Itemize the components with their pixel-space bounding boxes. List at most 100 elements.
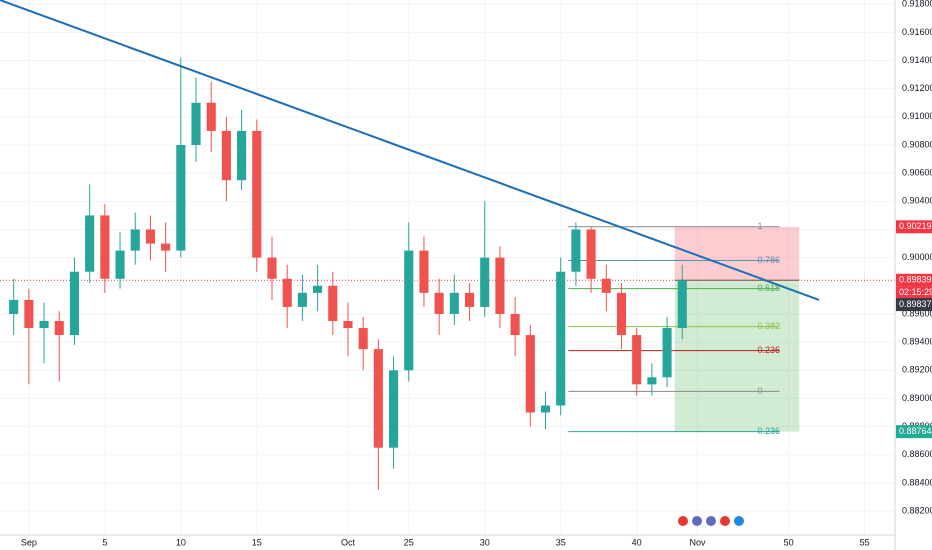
fib-label: 0.786 [758, 255, 781, 265]
candle-body [282, 278, 292, 307]
target-zone [674, 280, 800, 432]
candle-body [525, 335, 535, 413]
price-label: 0.89839 [899, 275, 932, 285]
candle-body [495, 257, 505, 314]
event-icon[interactable] [678, 516, 688, 526]
price-label: 0.89837 [899, 299, 932, 309]
y-tick-label: 0.91800 [902, 0, 932, 9]
price-label: 0.88764 [899, 426, 932, 436]
price-label-box [896, 220, 932, 234]
y-tick-label: 0.91400 [902, 55, 932, 65]
candle-body [9, 299, 19, 314]
candle-body [267, 257, 277, 279]
x-tick-label: 35 [556, 537, 566, 547]
y-tick-label: 0.90800 [902, 139, 932, 149]
price-label-box [896, 298, 932, 312]
candle-body [343, 321, 353, 329]
candle-body [677, 280, 687, 329]
candle-body [54, 321, 64, 336]
y-tick-label: 0.90400 [902, 196, 932, 206]
y-tick-label: 0.91600 [902, 27, 932, 37]
candle-body [191, 102, 201, 146]
y-tick-label: 0.89200 [902, 365, 932, 375]
price-label-box [896, 425, 932, 439]
x-tick-label: 30 [480, 537, 490, 547]
candle-body [540, 405, 551, 413]
candle-body [130, 229, 140, 251]
stop-zone [674, 226, 800, 281]
candle-body [601, 278, 611, 293]
event-icon[interactable] [720, 516, 730, 526]
candle-body [206, 102, 216, 131]
candle-body [449, 292, 459, 314]
event-icons[interactable] [678, 516, 744, 526]
price-label-box [896, 273, 932, 287]
y-tick-label: 0.90600 [902, 168, 932, 178]
plot: 1 0.786 0.618 0.382 0.236 0 0.236 [0, 0, 895, 535]
y-tick-label: 0.89000 [902, 393, 932, 403]
candle-body [145, 229, 155, 244]
candle-body [328, 285, 338, 321]
x-tick-label: Sep [21, 537, 37, 547]
y-tick-label: 0.89400 [902, 336, 932, 346]
y-tick-label: 0.91200 [902, 83, 932, 93]
candle-body [373, 349, 383, 448]
candle-body [24, 299, 34, 329]
candle-body [480, 257, 490, 307]
candle-body [297, 292, 307, 307]
fib-label: 0.618 [758, 283, 781, 293]
candle-body [571, 229, 581, 272]
y-tick-label: 0.91000 [902, 111, 932, 121]
candle-body [85, 215, 95, 272]
y-tick-label: 0.88400 [902, 477, 932, 487]
x-tick-label: 55 [860, 537, 870, 547]
x-tick-label: 25 [404, 537, 414, 547]
candle-body [161, 243, 171, 251]
fib-label: 0.236 [758, 345, 781, 355]
candle-body [388, 370, 399, 448]
candle-body [100, 215, 110, 279]
candle-body [39, 321, 49, 329]
candle-body [176, 145, 186, 251]
event-icon[interactable] [734, 516, 744, 526]
candle-body [510, 313, 520, 336]
price-label: 0.90219 [899, 221, 932, 231]
countdown-box [896, 286, 932, 299]
event-icon[interactable] [692, 516, 702, 526]
x-tick-label: Nov [689, 537, 706, 547]
y-tick-label: 0.90000 [902, 252, 932, 262]
fib-label: 1 [758, 221, 763, 231]
candle-body [221, 130, 231, 181]
candle-body [632, 335, 642, 385]
candle-body [616, 292, 627, 336]
candle-body [404, 250, 414, 371]
candle-body [586, 229, 596, 279]
x-tick-label: 10 [176, 537, 186, 547]
x-tick-label: 40 [632, 537, 642, 547]
candle-body [662, 328, 672, 378]
candle-body [419, 250, 429, 293]
x-tick-label: 15 [252, 537, 262, 547]
y-tick-label: 0.88600 [902, 449, 932, 459]
x-tick-label: 50 [784, 537, 794, 547]
candle-body [313, 285, 323, 293]
y-tick-label: 0.88200 [902, 505, 932, 515]
countdown-label: 02:15:29 [899, 287, 932, 297]
fib-label: 0.236 [758, 426, 781, 436]
x-tick-label: Oct [341, 537, 356, 547]
candle-body [434, 292, 444, 314]
candle-body [252, 130, 262, 258]
candle-body [647, 377, 657, 385]
candle-body [556, 271, 566, 406]
event-icon[interactable] [706, 516, 716, 526]
candle-body [237, 130, 247, 181]
candle-body [69, 271, 80, 336]
fib-label: 0.382 [758, 321, 781, 331]
candle-body [358, 328, 368, 350]
candle-body [115, 250, 125, 279]
candle-body [464, 292, 475, 307]
trendline [0, 0, 820, 301]
x-tick-label: 5 [102, 537, 107, 547]
